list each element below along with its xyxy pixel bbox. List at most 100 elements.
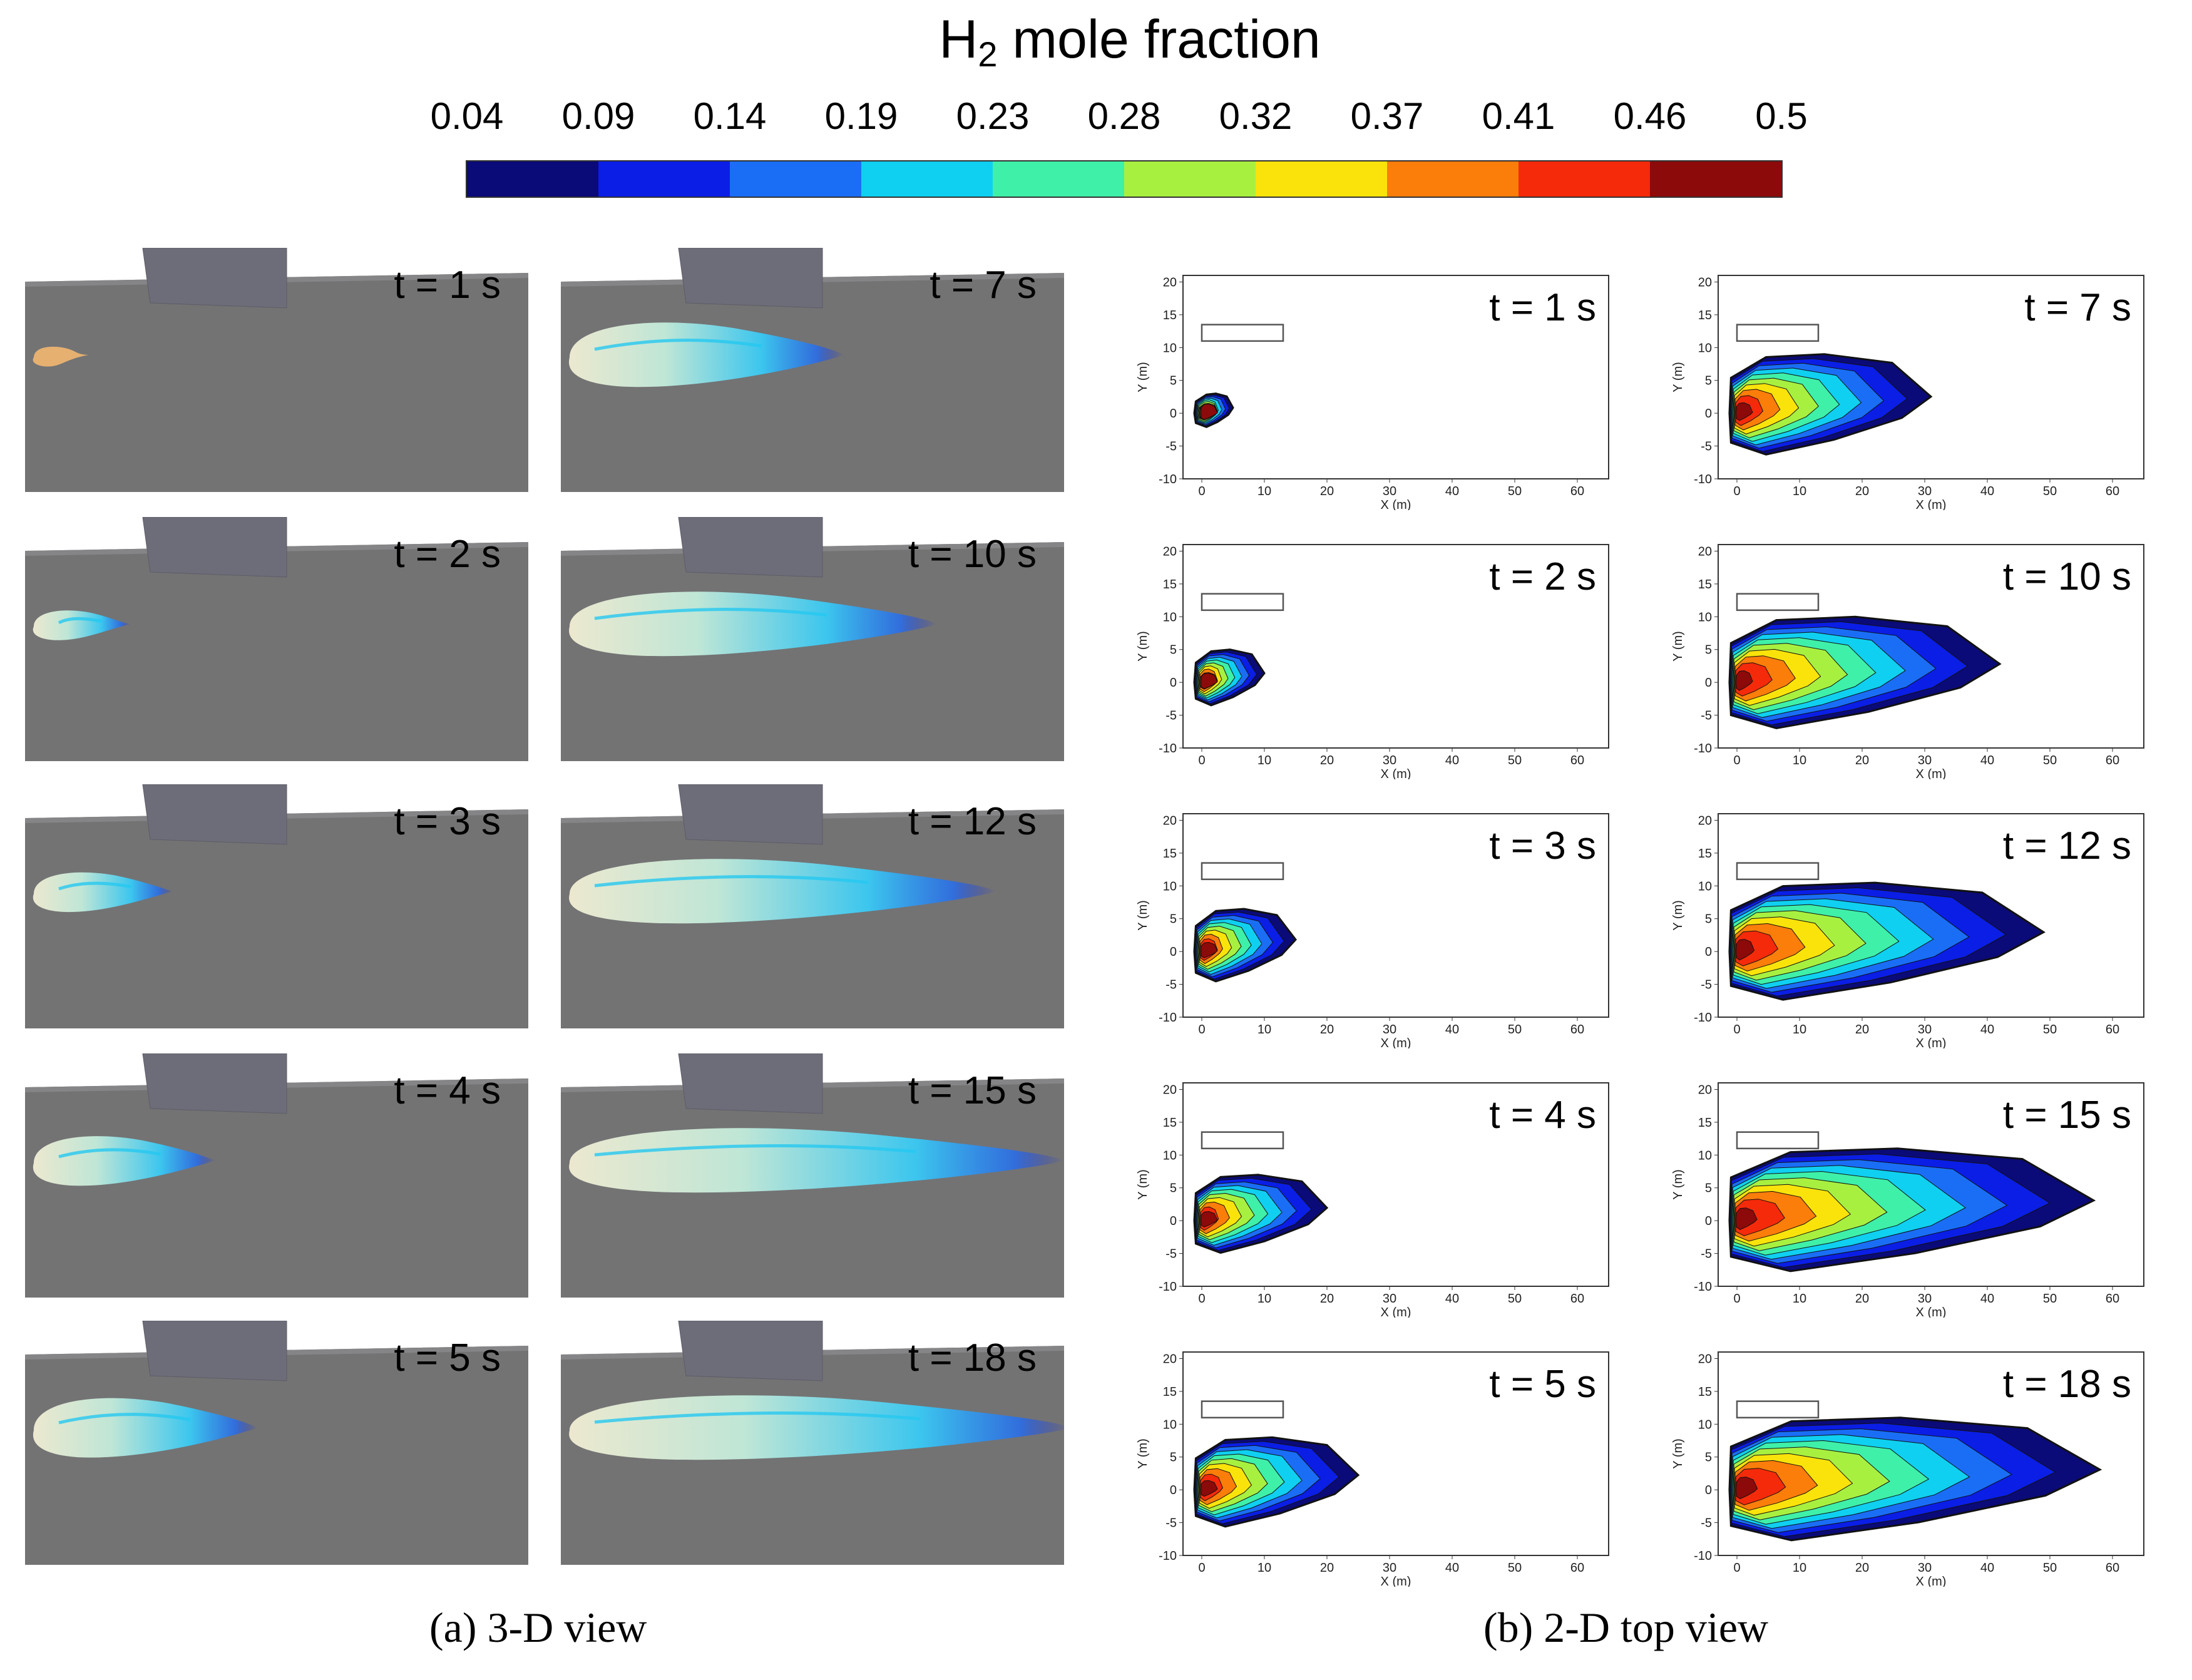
x-tick-label: 60 [2106, 754, 2119, 767]
y-tick-label: 20 [1163, 1083, 1177, 1097]
colorbar-tick-label: 0.23 [956, 95, 1030, 137]
time-label: t = 3 s [1489, 824, 1596, 868]
x-tick-label: 60 [1570, 484, 1584, 498]
x-axis-label: X (m) [1916, 767, 1947, 779]
colorbar-tick-label: 0.28 [1087, 95, 1161, 137]
x-tick-label: 30 [1383, 1561, 1396, 1575]
x-tick-label: 50 [2043, 484, 2057, 498]
x-tick-label: 0 [1733, 754, 1740, 767]
panel-3d: t = 2 s [25, 517, 528, 761]
plume-3d-render [25, 784, 528, 1028]
plume-3d-render [561, 248, 1064, 492]
x-tick-label: 40 [1980, 1292, 1994, 1306]
x-tick-label: 60 [1570, 1292, 1584, 1306]
colorbar-tick-label: 0.5 [1755, 95, 1808, 137]
y-tick-label: -10 [1694, 1280, 1712, 1294]
x-axis-label: X (m) [1916, 1575, 1947, 1587]
plume-3d-render [25, 517, 528, 761]
x-tick-label: 60 [2106, 1292, 2119, 1306]
building-block [678, 784, 823, 845]
y-tick-label: 15 [1698, 1116, 1712, 1130]
x-tick-label: 20 [1320, 484, 1334, 498]
x-tick-label: 40 [1445, 484, 1459, 498]
x-tick-label: 50 [1508, 1292, 1522, 1306]
colorbar-segment [467, 161, 598, 197]
building-block [142, 1321, 287, 1381]
x-tick-label: 40 [1980, 1561, 1994, 1575]
panel-3d: t = 1 s [25, 248, 528, 492]
time-label: t = 18 s [908, 1336, 1037, 1380]
panel-3d: t = 18 s [561, 1321, 1064, 1565]
y-tick-label: 10 [1698, 1418, 1712, 1432]
x-axis-label: X (m) [1916, 498, 1947, 510]
y-tick-label: 20 [1698, 275, 1712, 289]
x-tick-label: 20 [1320, 1561, 1334, 1575]
y-tick-label: 5 [1170, 1182, 1177, 1196]
time-label: t = 15 s [2002, 1094, 2131, 1137]
y-tick-label: -10 [1694, 742, 1712, 755]
colorbar-tick-label: 0.14 [693, 95, 767, 137]
y-tick-label: 10 [1698, 610, 1712, 624]
y-tick-label: 20 [1698, 1083, 1712, 1097]
x-tick-label: 10 [1793, 1561, 1806, 1575]
contour-level [1736, 1207, 1758, 1231]
plot-frame [1182, 544, 1609, 749]
y-tick-label: 0 [1170, 1483, 1177, 1497]
x-tick-label: 0 [1733, 484, 1740, 498]
colorbar-tick-label: 0.41 [1482, 95, 1555, 137]
x-tick-label: 30 [1918, 1561, 1932, 1575]
x-tick-label: 10 [1793, 484, 1806, 498]
y-tick-label: -10 [1694, 473, 1712, 486]
y-tick-label: -10 [1159, 473, 1177, 486]
x-tick-label: 0 [1733, 1023, 1740, 1037]
building-outline [1201, 1400, 1284, 1419]
y-tick-label: 15 [1163, 578, 1177, 592]
building-outline [1736, 862, 1820, 881]
panel-3d: t = 15 s [561, 1053, 1064, 1298]
time-label: t = 10 s [908, 533, 1037, 576]
panel-3d: t = 10 s [561, 517, 1064, 761]
building-block [678, 1321, 823, 1381]
x-axis-label: X (m) [1381, 1037, 1411, 1048]
colorbar-segment [993, 161, 1124, 197]
x-tick-label: 30 [1383, 754, 1396, 767]
time-label: t = 5 s [1489, 1363, 1596, 1406]
colorbar-segment [1519, 161, 1650, 197]
y-tick-label: -10 [1159, 742, 1177, 755]
x-axis-label: X (m) [1381, 498, 1411, 510]
y-tick-label: -5 [1701, 1517, 1712, 1530]
time-label: t = 4 s [394, 1069, 501, 1112]
hydrogen-plume-3d [569, 1128, 1064, 1193]
plume-3d-render [561, 517, 1064, 761]
y-tick-label: -10 [1159, 1011, 1177, 1025]
y-axis-label: Y (m) [1136, 362, 1150, 392]
y-tick-label: -10 [1694, 1011, 1712, 1025]
caption-2d-top-view: (b) 2-D top view [1483, 1604, 1769, 1651]
x-tick-label: 60 [1570, 1023, 1584, 1037]
y-tick-label: 20 [1163, 275, 1177, 289]
x-tick-label: 40 [1445, 1561, 1459, 1575]
hydrogen-plume-3d [33, 872, 173, 913]
y-tick-label: 10 [1163, 341, 1177, 355]
building-block [142, 248, 287, 309]
contour-level [1201, 1211, 1218, 1227]
y-tick-label: 15 [1163, 1116, 1177, 1130]
ground-plane [25, 542, 528, 761]
x-tick-label: 10 [1793, 1292, 1806, 1306]
x-tick-label: 30 [1383, 484, 1396, 498]
panel-3d: t = 12 s [561, 784, 1064, 1028]
time-label: t = 3 s [394, 800, 501, 843]
y-tick-label: 20 [1698, 814, 1712, 827]
y-axis-label: Y (m) [1671, 900, 1685, 931]
x-tick-label: 60 [2106, 1561, 2119, 1575]
x-tick-label: 60 [2106, 484, 2119, 498]
building-outline [1201, 593, 1284, 612]
x-tick-label: 30 [1918, 1292, 1932, 1306]
